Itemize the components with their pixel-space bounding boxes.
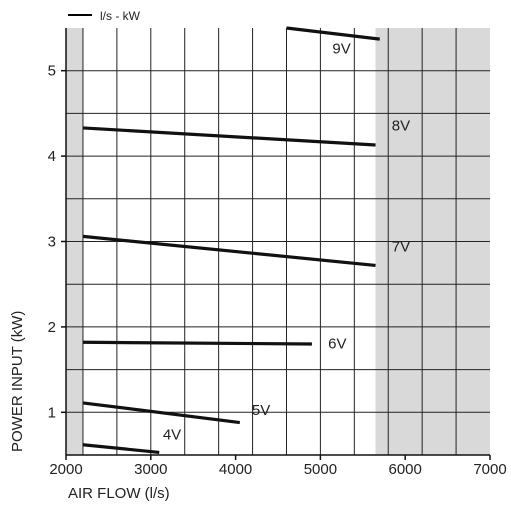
y-axis-title: POWER INPUT (kW) [9, 311, 26, 452]
series-label-7v: 7V [392, 239, 410, 256]
x-tick-label: 5000 [304, 461, 337, 478]
x-tick-label: 4000 [219, 461, 252, 478]
y-tick-label: 2 [48, 319, 56, 336]
x-tick-label: 2000 [49, 461, 82, 478]
series-label-8v: 8V [392, 117, 410, 134]
y-tick-label: 4 [48, 148, 56, 165]
series-line-4v [82, 443, 160, 455]
x-tick-label: 7000 [473, 461, 506, 478]
grid-lines [66, 28, 490, 455]
series-line-9v [286, 26, 380, 41]
series-lines: 4V 5V 6V 7V 8V 9V [82, 26, 410, 455]
x-tick-label: 6000 [389, 461, 422, 478]
series-line-7v [82, 234, 376, 268]
series-label-9v: 9V [332, 41, 350, 58]
series-line-6v [82, 340, 312, 346]
plot-frame [61, 28, 491, 460]
series-label-4v: 4V [163, 427, 181, 444]
y-tick-label: 3 [48, 234, 56, 251]
series-line-8v [82, 126, 376, 147]
series-label-5v: 5V [252, 402, 270, 419]
tick-labels: 2000 3000 4000 5000 6000 7000 1 2 3 4 5 [48, 63, 507, 478]
series-label-6v: 6V [328, 335, 346, 352]
series-line-5v [82, 401, 241, 425]
legend-label: l/s - kW [100, 9, 141, 23]
legend: l/s - kW [68, 9, 141, 23]
x-axis-title: AIR FLOW (l/s) [68, 485, 170, 502]
x-tick-label: 3000 [134, 461, 167, 478]
y-tick-label: 5 [48, 63, 56, 80]
y-tick-label: 1 [48, 404, 56, 421]
